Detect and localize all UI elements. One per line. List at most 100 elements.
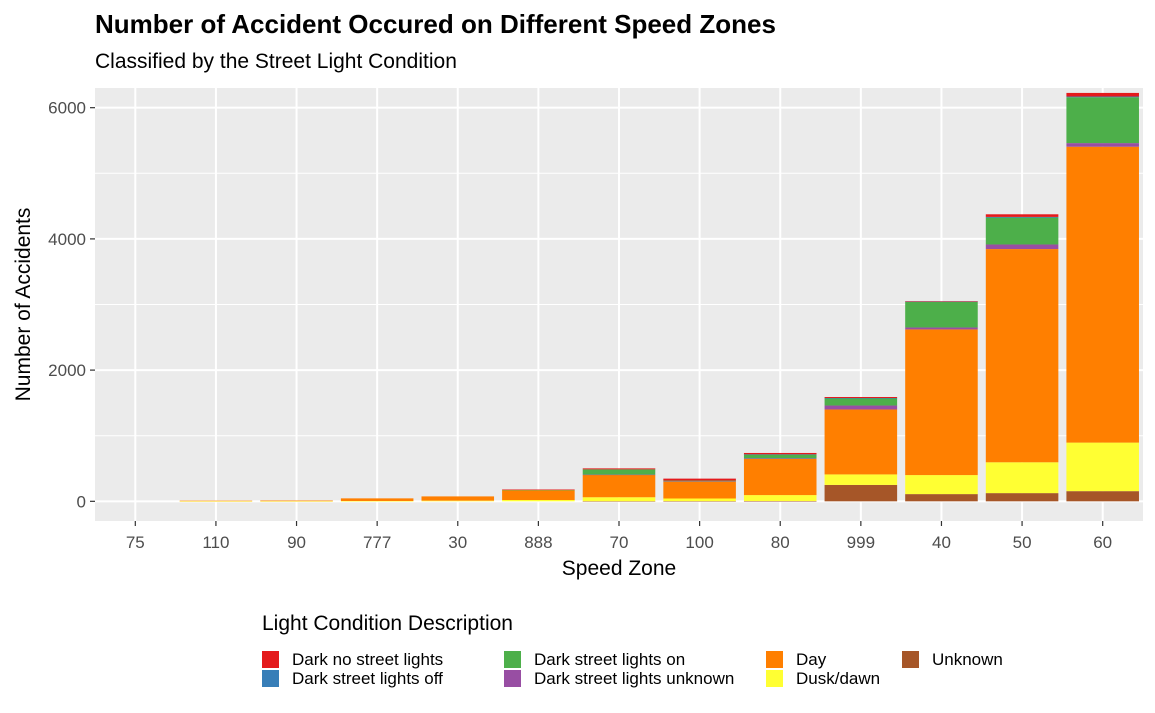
bar-segment — [582, 468, 656, 470]
y-tick-label: 2000 — [48, 361, 86, 380]
x-tick-label: 888 — [524, 533, 552, 552]
bar-segment — [502, 490, 575, 501]
bar-segment — [905, 301, 978, 302]
bar-segment — [179, 500, 253, 502]
x-tick-label: 30 — [448, 533, 467, 552]
bar-segment — [582, 474, 656, 476]
bar-segment — [663, 481, 736, 499]
bar-segment — [985, 244, 1059, 250]
legend-label: Unknown — [932, 649, 1003, 669]
bar-segment — [663, 480, 736, 482]
x-tick-label: 70 — [610, 533, 629, 552]
bar-segment — [582, 474, 656, 498]
bar-segment — [1066, 442, 1139, 492]
bar-segment — [905, 301, 978, 303]
bar-segment — [985, 493, 1059, 502]
bar-segment — [824, 474, 898, 485]
bar-segment — [824, 484, 898, 502]
bar-segment — [663, 478, 736, 481]
bar-segment — [824, 397, 898, 399]
bar-segment — [743, 495, 817, 501]
bar-segment — [824, 398, 898, 406]
legend-color-key — [766, 670, 783, 687]
x-tick-label: 110 — [202, 533, 229, 552]
legend-item: Dark street lights on — [504, 650, 766, 669]
bar-segment — [340, 500, 414, 502]
legend-item: Day — [766, 650, 902, 669]
legend-label: Dark street lights on — [534, 649, 686, 669]
y-axis-title: Number of Accidents — [12, 208, 35, 402]
legend-color-key — [504, 651, 521, 668]
legend: Light Condition Description Dark no stre… — [262, 612, 1042, 688]
bar-segment — [1066, 97, 1139, 144]
x-tick-label: 90 — [287, 533, 306, 552]
bar-segment — [663, 501, 736, 502]
bar-segment — [905, 301, 978, 328]
chart-title: Number of Accident Occured on Different … — [95, 9, 776, 39]
bar-segment — [502, 500, 575, 502]
legend-item: Dusk/dawn — [766, 669, 902, 688]
bar-segment — [743, 454, 817, 455]
bar-segment — [824, 397, 898, 398]
bar-segment — [1066, 92, 1139, 97]
bar-segment — [1066, 491, 1139, 502]
y-tick-label: 4000 — [48, 230, 86, 249]
x-tick-label: 60 — [1093, 533, 1112, 552]
bar-segment — [1066, 96, 1139, 98]
y-tick-label: 0 — [77, 492, 86, 511]
bar-segment — [340, 498, 414, 501]
bar-segment — [985, 216, 1059, 218]
bar-segment — [502, 489, 575, 491]
bar-segment — [985, 249, 1059, 463]
bar-segment — [985, 214, 1059, 217]
legend-color-key — [262, 651, 279, 668]
bar-segment — [743, 454, 817, 459]
legend-label: Dark street lights unknown — [534, 668, 735, 688]
legend-color-key — [766, 651, 783, 668]
legend-item: Dark no street lights — [262, 650, 504, 669]
bar-segment — [663, 498, 736, 502]
bar-segment — [582, 497, 656, 502]
bar-segment — [824, 409, 898, 475]
bar-segment — [663, 481, 736, 482]
legend-label: Day — [796, 649, 827, 669]
legend-label: Dusk/dawn — [796, 668, 881, 688]
bar-segment — [260, 501, 333, 502]
bar-segment — [179, 501, 253, 502]
legend-item: Dark street lights off — [262, 669, 504, 688]
x-tick-label: 75 — [126, 533, 145, 552]
bar-segment — [260, 500, 333, 502]
x-tick-label: 777 — [363, 533, 391, 552]
bar-segment — [985, 462, 1059, 494]
chart-subtitle: Classified by the Street Light Condition — [95, 50, 457, 73]
x-tick-label: 50 — [1013, 533, 1032, 552]
y-tick-label: 6000 — [48, 99, 86, 118]
x-tick-label: 80 — [771, 533, 790, 552]
bar-segment — [743, 500, 817, 502]
x-tick-label: 999 — [847, 533, 875, 552]
bar-segment — [421, 500, 495, 502]
bar-segment — [1066, 143, 1139, 147]
bar-segment — [905, 475, 978, 495]
bar-segment — [905, 327, 978, 330]
bar-segment — [582, 469, 656, 475]
x-axis-title: Speed Zone — [562, 557, 676, 580]
bar-segment — [985, 217, 1059, 245]
legend-color-key — [902, 651, 919, 668]
bar-segment — [1066, 146, 1139, 443]
legend-item: Dark street lights unknown — [504, 669, 766, 688]
bar-segment — [582, 501, 656, 502]
legend-color-key — [504, 670, 521, 687]
bar-segment — [743, 452, 817, 455]
bar-segment — [743, 458, 817, 460]
legend-title: Light Condition Description — [262, 612, 513, 635]
stacked-bar-chart: 0 2000 4000 6000 75 110 90 777 30 888 70 100 80 999 40… — [12, 88, 1143, 580]
legend-label: Dark no street lights — [292, 649, 444, 669]
bar-segment — [421, 496, 495, 501]
legend-items: Dark no street lights Dark street lights … — [262, 650, 1042, 688]
x-tick-label: 40 — [932, 533, 951, 552]
bar-segment — [824, 405, 898, 410]
legend-color-key — [262, 670, 279, 687]
bar-segment — [743, 459, 817, 496]
bar-segment — [502, 489, 575, 491]
